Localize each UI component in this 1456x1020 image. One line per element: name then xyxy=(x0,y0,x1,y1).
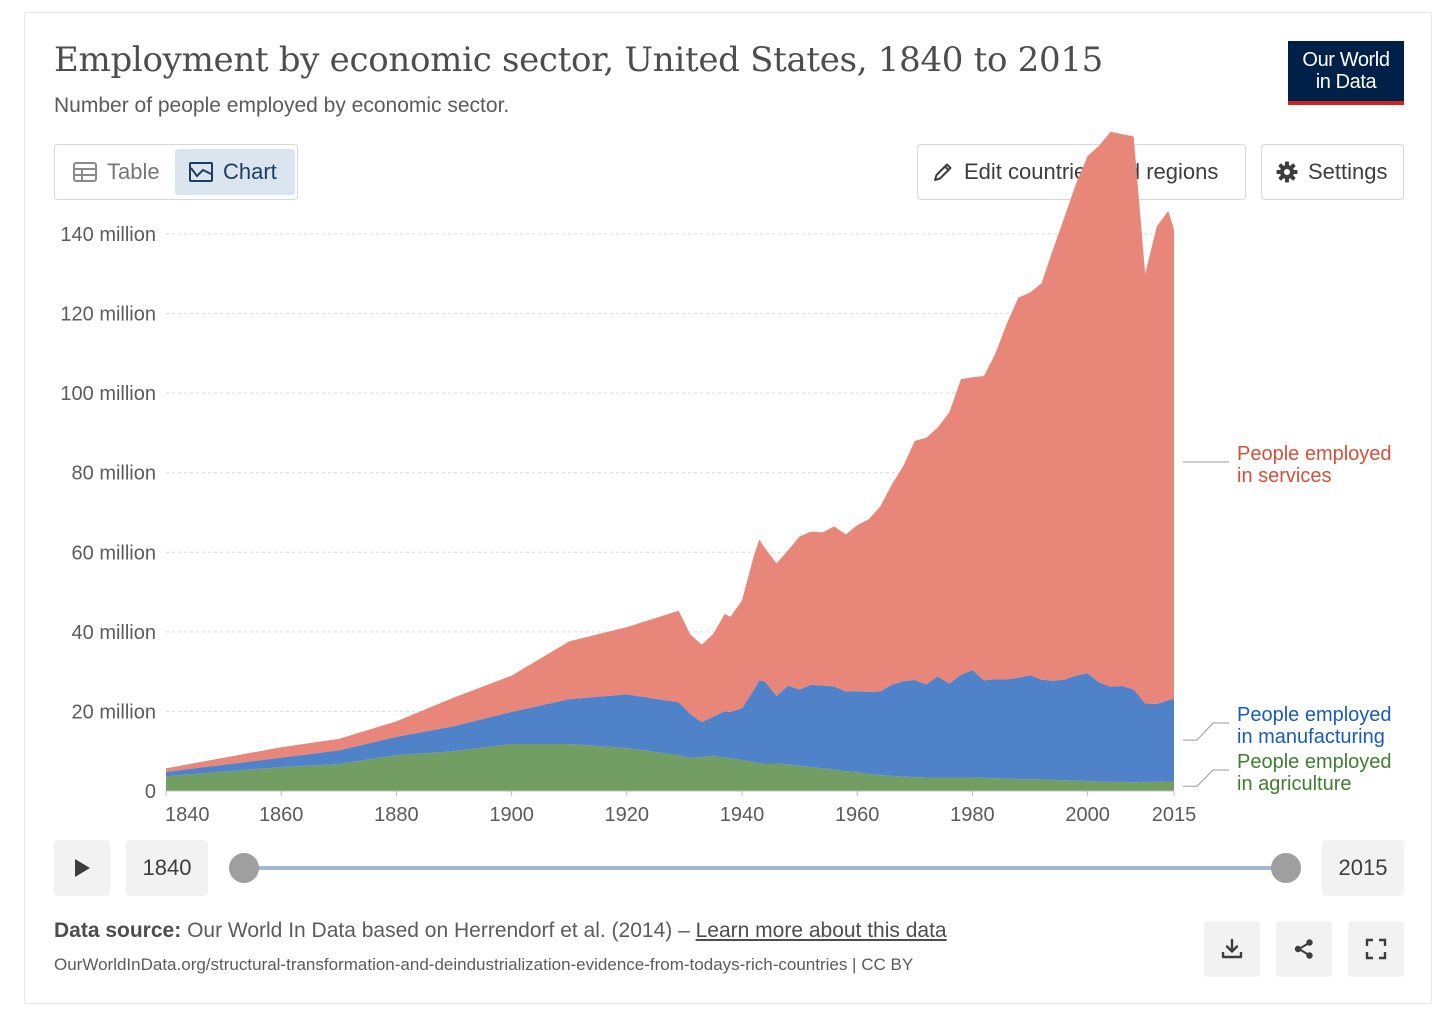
data-source: Data source: Our World In Data based on … xyxy=(54,919,947,943)
table-icon xyxy=(73,162,97,182)
x-tick-label: 1980 xyxy=(950,804,995,826)
legend-label-agriculture[interactable]: People employed xyxy=(1237,751,1392,773)
y-tick-label: 60 million xyxy=(72,542,156,564)
tab-chart-label: Chart xyxy=(223,159,277,184)
chart-title: Employment by economic sector, United St… xyxy=(54,40,1103,80)
fullscreen-button[interactable] xyxy=(1348,921,1404,977)
download-button[interactable] xyxy=(1204,921,1260,977)
area-services[interactable] xyxy=(166,131,1174,772)
y-tick-label: 0 xyxy=(145,781,156,803)
y-tick-label: 20 million xyxy=(72,701,156,723)
legend-label-agriculture[interactable]: in agriculture xyxy=(1237,773,1352,795)
area-series xyxy=(166,131,1174,791)
x-tick-label: 1860 xyxy=(259,804,304,826)
figure-frame xyxy=(24,12,1432,1004)
y-tick-label: 140 million xyxy=(60,224,156,246)
data-source-label: Data source: xyxy=(54,919,182,942)
area-manufacturing[interactable] xyxy=(166,670,1174,783)
timeline-start-year[interactable]: 1840 xyxy=(126,840,208,896)
x-tick-label: 1900 xyxy=(489,804,534,826)
share-icon xyxy=(1294,939,1313,959)
x-tick-label: 1880 xyxy=(374,804,419,826)
source-url: OurWorldInData.org/structural-transforma… xyxy=(54,955,914,974)
view-tabs: Table Chart xyxy=(54,144,298,200)
tab-table[interactable]: Table xyxy=(59,149,175,195)
x-tick-label: 2000 xyxy=(1065,804,1110,826)
data-source-text: Our World In Data based on Herrendorf et… xyxy=(187,919,696,942)
timeline-end-year[interactable]: 2015 xyxy=(1322,840,1404,896)
owid-logo[interactable]: Our World in Data xyxy=(1288,41,1404,105)
legend-label-services[interactable]: in services xyxy=(1237,465,1331,487)
settings-button[interactable]: Settings xyxy=(1261,144,1404,200)
x-tick-label: 1920 xyxy=(605,804,650,826)
logo-line-2: in Data xyxy=(1315,71,1377,93)
legend-label-services[interactable]: People employed xyxy=(1237,443,1392,465)
axes: 0 20 million 40 million 60 million 80 millio… xyxy=(60,224,1196,826)
y-tick-label: 100 million xyxy=(60,383,156,405)
legend-connector xyxy=(1183,722,1229,741)
x-tick-label: 2015 xyxy=(1152,804,1197,826)
legend-label-manufacturing[interactable]: in manufacturing xyxy=(1237,726,1385,748)
play-button[interactable] xyxy=(54,840,110,896)
chart-subtitle: Number of people employed by economic se… xyxy=(54,94,510,117)
download-icon xyxy=(1221,938,1243,959)
learn-more-link[interactable]: Learn more about this data xyxy=(695,919,947,942)
pencil-icon xyxy=(934,163,952,181)
legend-label-manufacturing[interactable]: People employed xyxy=(1237,704,1392,726)
timeline-end-handle[interactable] xyxy=(1271,853,1301,883)
gear-icon xyxy=(1276,161,1298,183)
fullscreen-icon xyxy=(1365,938,1387,960)
tab-chart[interactable]: Chart xyxy=(175,149,295,195)
y-tick-label: 120 million xyxy=(60,304,156,326)
tab-table-label: Table xyxy=(107,159,160,184)
y-tick-label: 80 million xyxy=(72,463,156,485)
share-button[interactable] xyxy=(1276,921,1332,977)
timeline-start-handle[interactable] xyxy=(229,853,259,883)
play-icon xyxy=(75,859,90,877)
settings-label: Settings xyxy=(1308,159,1388,184)
y-tick-label: 40 million xyxy=(72,622,156,644)
x-tick-label: 1940 xyxy=(720,804,765,826)
legend-connector xyxy=(1183,769,1229,787)
logo-line-1: Our World xyxy=(1302,49,1390,71)
x-tick-label: 1840 xyxy=(165,804,210,826)
area-agriculture[interactable] xyxy=(166,744,1174,791)
line-chart-icon xyxy=(189,162,213,182)
x-tick-label: 1960 xyxy=(835,804,880,826)
timeline-track[interactable] xyxy=(244,866,1286,870)
